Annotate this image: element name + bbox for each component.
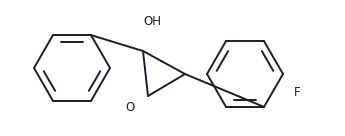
Text: O: O — [125, 101, 135, 114]
Text: F: F — [294, 86, 300, 98]
Text: OH: OH — [143, 15, 161, 28]
